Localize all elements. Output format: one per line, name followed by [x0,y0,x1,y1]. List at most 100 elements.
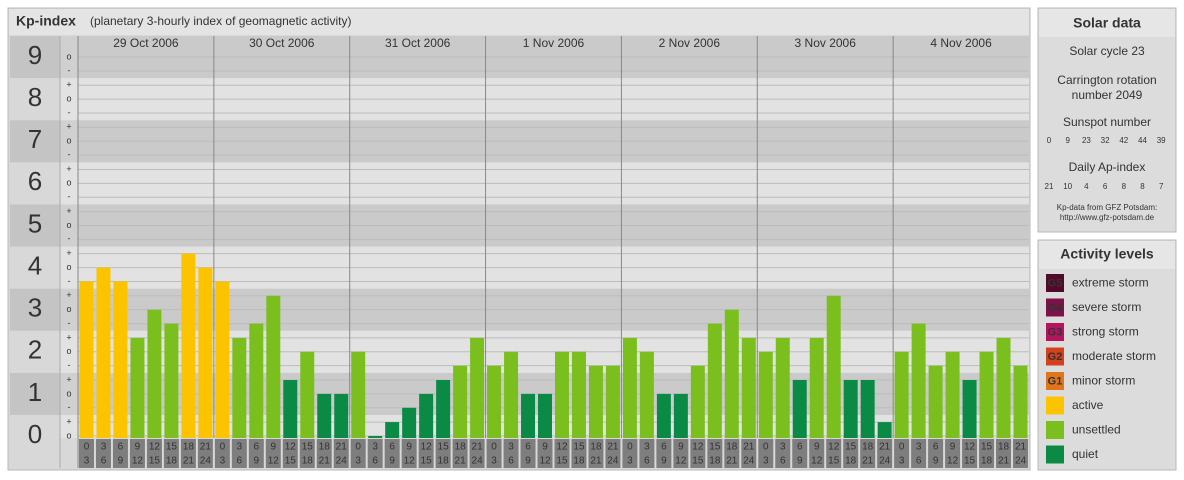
legend-badge: G1 [1048,375,1063,387]
chart-subtitle: (planetary 3-hourly index of geomagnetic… [90,14,351,28]
y-tick-label: 0 [28,419,42,449]
legend-swatch [1046,445,1064,464]
solar-cycle: Solar cycle 23 [1069,44,1145,58]
bar [504,351,519,438]
y-band [10,78,60,121]
hour-to: 24 [607,456,619,467]
hour-box [367,439,383,468]
bar [317,393,332,438]
title-bar [9,9,1029,35]
hour-box [146,439,162,468]
hour-from: 12 [421,442,433,453]
bar [979,351,994,438]
solar-panel [1037,7,1177,233]
hour-box [724,439,740,468]
minor-tick-label: + [66,206,71,216]
hour-to: 9 [389,456,395,467]
hour-box [979,439,995,468]
hour-from: 9 [406,442,412,453]
hour-to: 21 [590,456,602,467]
bar [555,351,569,438]
hour-to: 18 [302,456,314,467]
minor-tick-label: + [66,80,71,90]
hour-from: 15 [709,442,721,453]
minor-tick-label: o [66,94,71,104]
bar [622,337,637,438]
source: Kp-data from GFZ Potsdam: [1057,203,1157,212]
hour-to: 24 [472,456,484,467]
bar [877,422,892,438]
hour-box [384,439,400,468]
bar [266,295,281,438]
sunspot-value: 9 [1065,136,1070,145]
hour-from: 0 [899,442,905,453]
minor-tick-label: - [68,150,71,160]
hour-from: 21 [879,442,891,453]
hour-from: 21 [336,442,348,453]
hour-box [571,439,587,468]
hour-to: 21 [862,456,874,467]
bar [996,337,1011,438]
minor-tick-label: - [68,234,71,244]
bar [113,281,128,438]
hour-to: 15 [556,456,568,467]
hour-box [163,439,179,468]
bar [436,380,451,438]
hour-from: 18 [319,442,331,453]
y-tick-label: 7 [28,124,42,154]
minor-tick-label: o [66,304,71,314]
bar [283,380,298,438]
source: http://www.gfz-potsdam.de [1060,213,1155,222]
hour-to: 3 [84,456,90,467]
bar [215,281,230,438]
bar [588,365,603,438]
legend-badge: G2 [1048,351,1063,363]
minor-tick-label: - [68,65,71,75]
hour-to: 24 [1015,456,1027,467]
sunspot-value: 44 [1138,136,1147,145]
minor-tick-label: o [66,388,71,398]
hour-box [1013,439,1028,468]
hour-to: 15 [828,456,840,467]
legend-label: quiet [1072,447,1099,461]
hour-from: 0 [491,442,497,453]
hour-from: 9 [950,442,956,453]
hour-from: 9 [542,442,548,453]
ap-value: 8 [1122,182,1127,191]
hour-box [520,439,536,468]
bar [860,380,875,438]
hour-from: 12 [285,442,297,453]
legend-swatch [1046,347,1064,366]
hour-box [231,439,247,468]
hour-to: 18 [981,456,993,467]
minor-tick-label: o [66,262,71,272]
hour-box [673,439,689,468]
bar [300,351,315,438]
y-band-minor [60,36,78,79]
ap-value: 10 [1063,182,1072,191]
hour-from: 3 [237,442,243,453]
hour-to: 3 [899,456,905,467]
minor-tick-label: + [66,374,71,384]
hour-from: 21 [1015,442,1027,453]
hour-box [928,439,944,468]
hour-box [469,439,485,468]
solar-title: Solar data [1073,15,1141,31]
hour-to: 12 [675,456,687,467]
hour-box [452,439,468,468]
hour-from: 6 [797,442,803,453]
hour-to: 12 [947,456,959,467]
hour-from: 15 [438,442,450,453]
ap-value: 4 [1084,182,1089,191]
hour-box [860,439,876,468]
bar [843,380,858,438]
bar [758,351,773,438]
minor-tick-label: o [66,430,71,440]
hour-to: 6 [780,456,786,467]
hour-box [622,439,638,468]
hour-box [775,439,791,468]
legend-swatch [1046,396,1064,415]
hour-to: 24 [879,456,891,467]
hour-to: 18 [166,456,178,467]
